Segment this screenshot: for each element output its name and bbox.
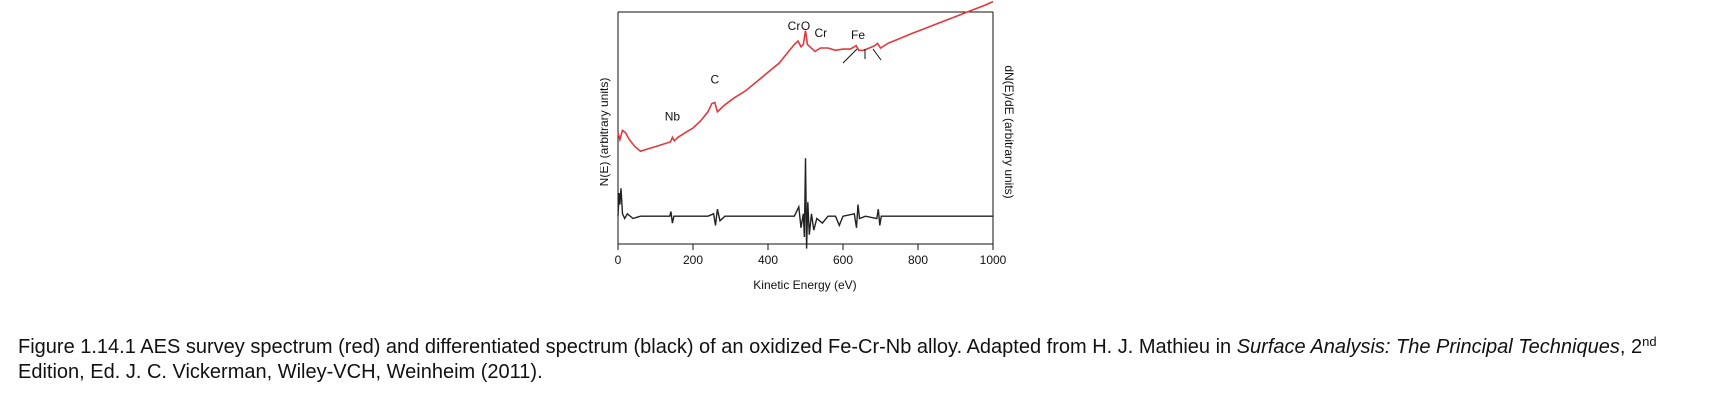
fe-leader-lines bbox=[842, 48, 882, 64]
caption-suffix: Edition, Ed. J. C. Vickerman, Wiley-VCH,… bbox=[18, 361, 543, 383]
annotation-o: O bbox=[801, 19, 810, 33]
caption-prefix: Figure 1.14.1 AES survey spectrum (red) … bbox=[18, 336, 1237, 358]
series-dn-de-line bbox=[617, 158, 993, 249]
x-tick-label: 200 bbox=[683, 253, 703, 267]
x-tick-label: 400 bbox=[758, 253, 778, 267]
y-axis-label-right: dN(E)/dE (arbitrary units) bbox=[1002, 65, 1016, 198]
annotation-nb: Nb bbox=[665, 109, 681, 123]
annotation-fe: Fe bbox=[851, 28, 865, 42]
x-tick-label: 600 bbox=[833, 253, 853, 267]
annotation-c: C bbox=[710, 73, 719, 87]
x-ticks: 0 200 400 600 800 1000 bbox=[615, 244, 1007, 267]
fe-leader-left bbox=[842, 48, 858, 64]
series-n-e-line bbox=[617, 0, 994, 153]
x-tick-label: 800 bbox=[908, 253, 928, 267]
fe-leader-right bbox=[872, 48, 882, 61]
annotation-cr: Cr bbox=[788, 19, 801, 33]
caption-edition-superscript: nd bbox=[1642, 334, 1657, 349]
annotation-cr: Cr bbox=[814, 26, 827, 40]
caption-book-title: Surface Analysis: The Principal Techniqu… bbox=[1236, 336, 1620, 358]
caption-edition-number: 2 bbox=[1631, 336, 1643, 358]
caption-separator: , bbox=[1619, 336, 1631, 358]
x-tick-label: 1000 bbox=[980, 253, 1007, 267]
x-tick-label: 0 bbox=[615, 253, 622, 267]
x-axis-label: Kinetic Energy (eV) bbox=[753, 278, 856, 292]
figure-caption: Figure 1.14.1 AES survey spectrum (red) … bbox=[18, 335, 1708, 385]
y-axis-label-left: N(E) (arbitrary units) bbox=[600, 78, 611, 187]
